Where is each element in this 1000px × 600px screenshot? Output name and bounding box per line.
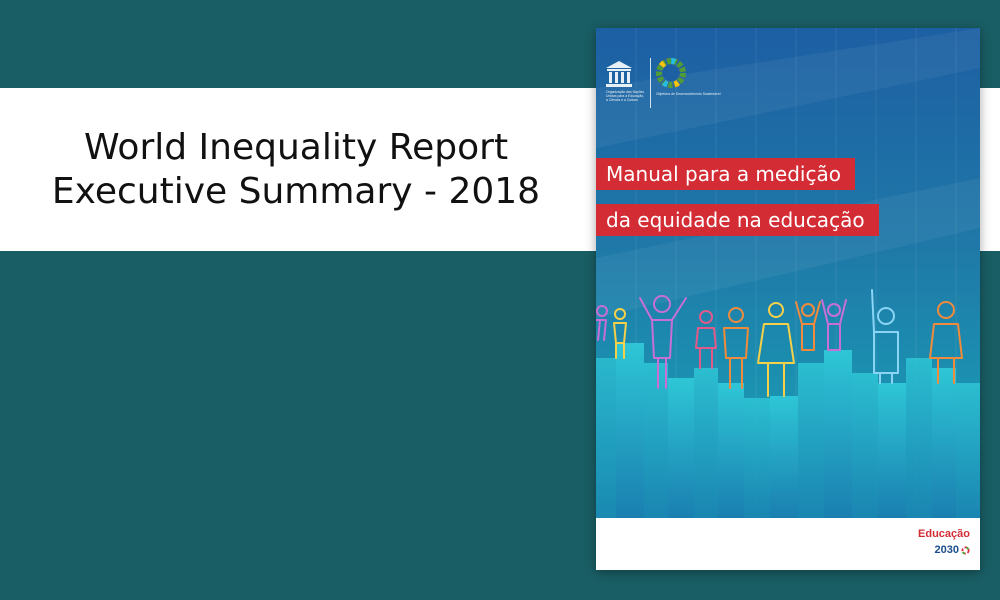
education2030-word: Educação: [918, 528, 970, 540]
bar-columns: [596, 343, 980, 518]
cover-background-graphic: [596, 28, 980, 518]
education2030-ring-icon: [961, 545, 970, 555]
cover-illustration: [596, 28, 980, 518]
cover-footer: Educação 2030: [596, 518, 980, 570]
education2030-year-wrap: 2030: [935, 544, 970, 556]
people-figures: [596, 289, 963, 397]
education2030-year: 2030: [934, 544, 959, 556]
cover-title-line-2: da equidade na educação: [596, 204, 879, 236]
page-title-line-1: World Inequality Report: [83, 126, 509, 168]
page-title: World Inequality Report Executive Summar…: [0, 88, 592, 251]
cover-title-line-1: Manual para a medição: [596, 158, 855, 190]
unesco-temple-icon: [606, 61, 632, 87]
sdg-caption: Objetivos de Desenvolvimento Sustentável: [656, 92, 721, 96]
unesco-caption: Organização das Nações Unidas para a Edu…: [606, 90, 645, 102]
page-title-line-2: Executive Summary - 2018: [51, 170, 541, 212]
sdg-wheel-icon: [656, 58, 686, 88]
cover-logos: Organização das Nações Unidas para a Edu…: [602, 50, 732, 110]
report-cover-image[interactable]: Organização das Nações Unidas para a Edu…: [596, 28, 980, 570]
logo-divider: [650, 58, 651, 108]
education2030-logo: Educação 2030: [918, 528, 970, 558]
